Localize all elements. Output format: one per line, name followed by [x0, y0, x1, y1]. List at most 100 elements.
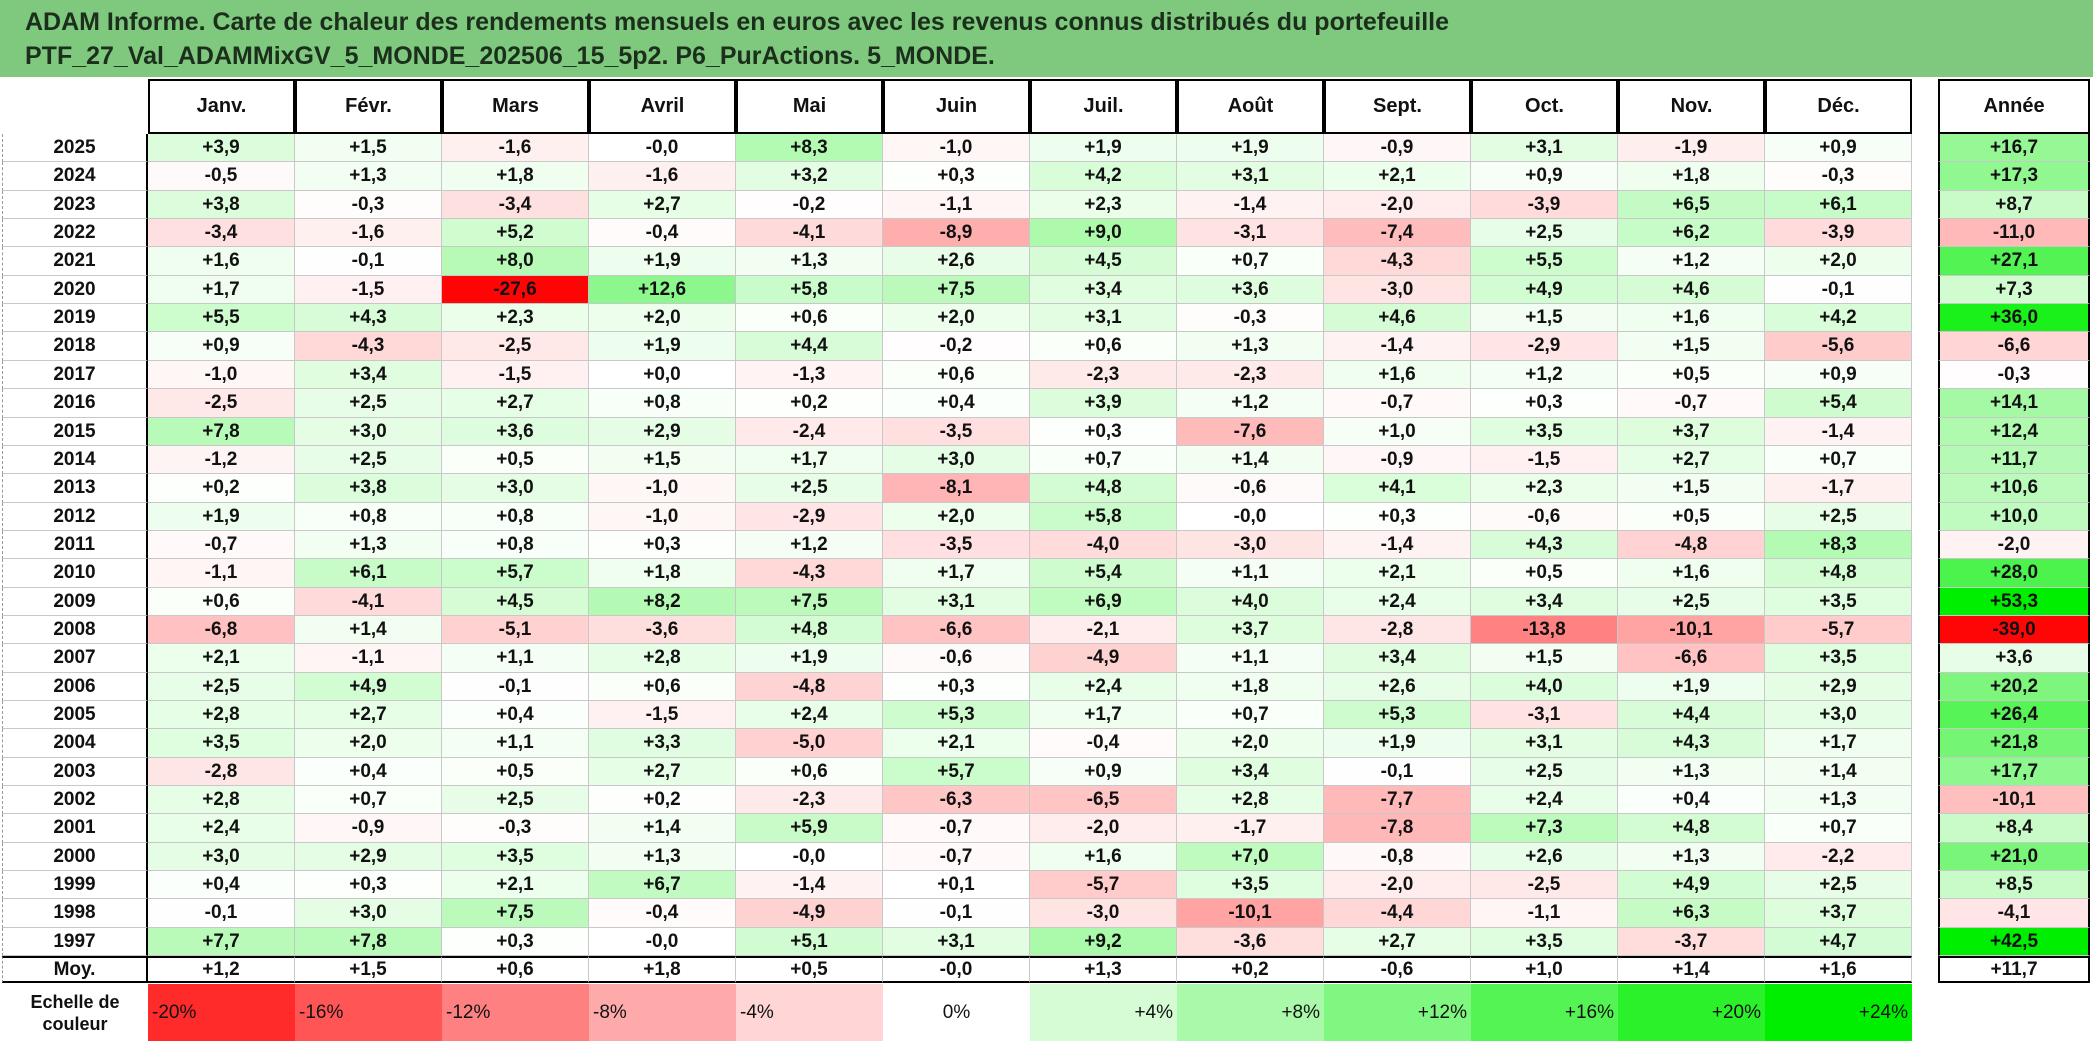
- heatmap-cell: -4,9: [1030, 644, 1177, 673]
- heatmap-cell: +1,5: [589, 446, 736, 474]
- heatmap-cell: +2,1: [148, 644, 295, 673]
- heatmap-cell: +7,5: [442, 899, 589, 928]
- year-label: 2011: [2, 531, 148, 559]
- heatmap-cell: -1,6: [589, 162, 736, 191]
- heatmap-cell: -0,4: [589, 219, 736, 247]
- month-header: Mars: [442, 79, 589, 134]
- heatmap-cell: +1,3: [295, 531, 442, 559]
- heatmap-cell: +3,5: [1471, 418, 1618, 446]
- average-cell: +1,5: [295, 956, 442, 983]
- heatmap-cell: +2,7: [589, 758, 736, 786]
- heatmap-cell: +0,8: [295, 503, 442, 531]
- heatmap-cell: +0,3: [1030, 418, 1177, 446]
- heatmap-cell: -1,5: [1471, 446, 1618, 474]
- heatmap-cell: -0,1: [1765, 276, 1912, 304]
- heatmap-cell: +2,5: [148, 673, 295, 701]
- heatmap-cell: -1,0: [883, 134, 1030, 162]
- heatmap-cell: -0,1: [883, 899, 1030, 928]
- heatmap-cell: -3,1: [1177, 219, 1324, 247]
- heatmap-cell: +2,8: [1177, 786, 1324, 814]
- heatmap-cell: +5,3: [883, 701, 1030, 729]
- heatmap-cell: +0,5: [1618, 503, 1765, 531]
- heatmap-cell: +3,1: [883, 928, 1030, 956]
- annual-cell: -10,1: [1938, 786, 2090, 814]
- year-label: 2004: [2, 729, 148, 758]
- heatmap-cell: +1,7: [148, 276, 295, 304]
- heatmap-cell: +2,8: [148, 701, 295, 729]
- annual-cell: -0,3: [1938, 361, 2090, 389]
- year-label: 1998: [2, 899, 148, 928]
- heatmap-cell: +3,0: [295, 899, 442, 928]
- heatmap-cell: +8,3: [1765, 531, 1912, 559]
- heatmap-cell: +2,7: [1324, 928, 1471, 956]
- heatmap-cell: -0,0: [589, 134, 736, 162]
- annual-cell: +17,7: [1938, 758, 2090, 786]
- month-header: Nov.: [1618, 79, 1765, 134]
- heatmap-cell: +0,6: [736, 304, 883, 332]
- heatmap-cell: -0,0: [736, 843, 883, 871]
- heatmap-cell: +2,1: [1324, 162, 1471, 191]
- heatmap-cell: +4,2: [1030, 162, 1177, 191]
- heatmap-cell: +0,7: [1765, 814, 1912, 843]
- color-scale-step: -20%: [148, 984, 295, 1041]
- heatmap-cell: -3,1: [1471, 701, 1618, 729]
- year-label: 2025: [2, 134, 148, 162]
- heatmap-cell: +4,8: [1765, 559, 1912, 588]
- heatmap-cell: -1,5: [442, 361, 589, 389]
- heatmap-cell: -0,4: [589, 899, 736, 928]
- heatmap-cell: -0,9: [1324, 446, 1471, 474]
- heatmap-cell: +1,9: [589, 247, 736, 276]
- heatmap-cell: -0,2: [736, 191, 883, 219]
- heatmap-cell: +0,9: [1030, 758, 1177, 786]
- heatmap-cell: +2,6: [1324, 673, 1471, 701]
- heatmap-cell: -4,0: [1030, 531, 1177, 559]
- average-cell: +1,8: [589, 956, 736, 983]
- heatmap-cell: -3,4: [148, 219, 295, 247]
- annual-cell: +10,0: [1938, 503, 2090, 531]
- heatmap-cell: +4,5: [1030, 247, 1177, 276]
- heatmap-cell: +1,3: [1618, 758, 1765, 786]
- heatmap-cell: +2,1: [1324, 559, 1471, 588]
- year-label: 2009: [2, 588, 148, 616]
- annual-cell: -6,6: [1938, 332, 2090, 361]
- heatmap-cell: +0,8: [589, 389, 736, 418]
- heatmap-cell: -2,1: [1030, 616, 1177, 644]
- heatmap-cell: -8,9: [883, 219, 1030, 247]
- heatmap-cell: -1,4: [736, 871, 883, 899]
- heatmap-cell: +5,4: [1030, 559, 1177, 588]
- heatmap-cell: +5,2: [442, 219, 589, 247]
- heatmap-cell: +6,5: [1618, 191, 1765, 219]
- heatmap-cell: +3,4: [1177, 758, 1324, 786]
- heatmap-cell: +3,5: [148, 729, 295, 758]
- heatmap-cell: +6,1: [295, 559, 442, 588]
- heatmap-cell: +3,1: [1177, 162, 1324, 191]
- color-scale-label-line1: Echelle de: [30, 991, 120, 1012]
- heatmap-cell: +1,7: [883, 559, 1030, 588]
- heatmap-cell: +3,4: [295, 361, 442, 389]
- heatmap-cell: +3,7: [1177, 616, 1324, 644]
- month-header: Févr.: [295, 79, 442, 134]
- heatmap-cell: +5,8: [1030, 503, 1177, 531]
- heatmap-cell: -4,8: [1618, 531, 1765, 559]
- heatmap-cell: -1,1: [1471, 899, 1618, 928]
- annual-cell: +17,3: [1938, 162, 2090, 191]
- annual-cell: +10,6: [1938, 474, 2090, 503]
- heatmap-cell: -10,1: [1177, 899, 1324, 928]
- heatmap-cell: -3,5: [883, 531, 1030, 559]
- heatmap-cell: +2,7: [295, 701, 442, 729]
- heatmap-cell: +2,5: [1471, 758, 1618, 786]
- heatmap-cell: +2,5: [1765, 503, 1912, 531]
- average-cell: +1,4: [1618, 956, 1765, 983]
- heatmap-cell: +2,8: [148, 786, 295, 814]
- annual-cell: +53,3: [1938, 588, 2090, 616]
- heatmap-cell: -2,5: [148, 389, 295, 418]
- color-scale-step: +24%: [1765, 984, 1912, 1041]
- heatmap-cell: +1,8: [1177, 673, 1324, 701]
- year-label: 2000: [2, 843, 148, 871]
- heatmap-cell: +1,7: [736, 446, 883, 474]
- annual-cell: -11,0: [1938, 219, 2090, 247]
- heatmap-cell: -2,0: [1324, 871, 1471, 899]
- heatmap-cell: +1,6: [148, 247, 295, 276]
- color-scale-step: +4%: [1030, 984, 1177, 1041]
